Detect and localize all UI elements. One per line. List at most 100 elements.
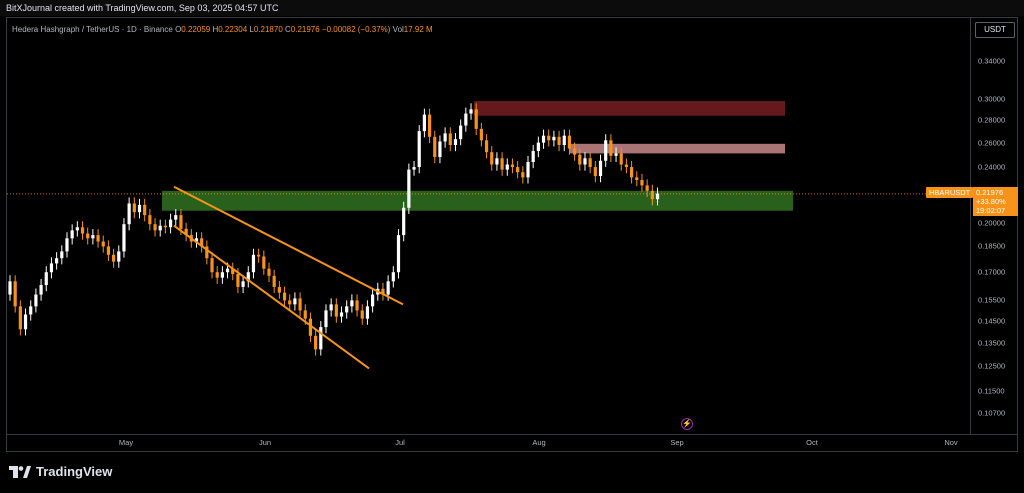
candle-body bbox=[427, 114, 432, 137]
candle-body bbox=[91, 235, 95, 239]
candle-body bbox=[106, 246, 111, 255]
candle-body bbox=[495, 158, 499, 165]
candle-body bbox=[391, 272, 395, 282]
candle-body bbox=[417, 131, 421, 168]
last-price-label: 0.21976 +33.80% 19:02:07 bbox=[973, 187, 1018, 216]
candle-body bbox=[469, 109, 473, 114]
candlestick-chart[interactable] bbox=[7, 18, 969, 434]
candle-body bbox=[350, 300, 354, 307]
candle-body bbox=[158, 225, 162, 231]
price-tick-label: 0.34000 bbox=[978, 56, 1006, 66]
candle-body bbox=[112, 254, 116, 262]
price-tick-label: 0.17000 bbox=[978, 267, 1006, 277]
last-price: 0.21976 bbox=[976, 188, 1004, 197]
candle-body bbox=[510, 164, 515, 168]
ohlc-close-label: C bbox=[285, 25, 291, 34]
candle-body bbox=[60, 251, 64, 259]
candle-body bbox=[547, 135, 551, 141]
price-tick-label: 0.30000 bbox=[978, 94, 1006, 104]
candle-body bbox=[148, 215, 152, 225]
candle-body bbox=[8, 281, 12, 295]
candle-body bbox=[34, 294, 38, 307]
candle-body bbox=[573, 148, 577, 155]
ohlc-open: 0.22059 bbox=[181, 25, 211, 34]
candle-body bbox=[236, 274, 240, 287]
footer bbox=[0, 455, 1024, 493]
candle-body bbox=[117, 251, 121, 262]
price-tick-label: 0.24000 bbox=[978, 162, 1006, 172]
price-tick-label: 0.15500 bbox=[978, 295, 1006, 305]
candle-body bbox=[55, 258, 59, 264]
candle-body bbox=[381, 288, 385, 295]
chart-header: BitXJournal created with TradingView.com… bbox=[0, 0, 1024, 16]
candle-body bbox=[464, 113, 468, 126]
currency-button[interactable]: USDT bbox=[975, 22, 1015, 38]
candle-body bbox=[635, 177, 639, 181]
candle-body bbox=[288, 300, 292, 305]
candle-body bbox=[552, 136, 556, 141]
candle-body bbox=[329, 304, 333, 311]
candle-body bbox=[386, 281, 390, 295]
price-tick-label: 0.11500 bbox=[978, 386, 1005, 396]
candle-body bbox=[282, 292, 287, 301]
candle-body bbox=[371, 294, 375, 307]
ohlc-low: 0.21870 bbox=[253, 25, 283, 34]
candle-body bbox=[49, 263, 54, 273]
time-tick-label: Nov bbox=[944, 438, 958, 447]
candle-body bbox=[39, 285, 43, 295]
candle-body bbox=[319, 327, 323, 350]
chart-credit: BitXJournal created with TradingView.com… bbox=[6, 3, 279, 13]
candle-body bbox=[225, 268, 230, 273]
candle-body bbox=[526, 162, 530, 178]
candle-body bbox=[443, 133, 447, 142]
candle-body bbox=[163, 225, 167, 228]
candle-body bbox=[324, 310, 328, 328]
candle-body bbox=[459, 125, 463, 140]
candle-body bbox=[122, 224, 126, 252]
candle-body bbox=[101, 241, 105, 247]
brand-name: TradingView bbox=[36, 464, 113, 479]
candle-body bbox=[588, 158, 592, 168]
time-tick-label: Jun bbox=[258, 438, 272, 447]
candle-body bbox=[598, 160, 603, 177]
candle-body bbox=[536, 142, 540, 151]
candle-body bbox=[314, 335, 318, 350]
candle-body bbox=[220, 272, 224, 278]
ohlc-high-label: H bbox=[212, 25, 219, 34]
candle-body bbox=[132, 203, 136, 213]
candle-body bbox=[500, 158, 504, 170]
tradingview-logo-icon bbox=[9, 465, 31, 478]
time-tick-label: Oct bbox=[806, 438, 818, 447]
price-tick-label: 0.20000 bbox=[978, 218, 1006, 228]
candle-body bbox=[609, 140, 613, 156]
price-tick-label: 0.28000 bbox=[978, 115, 1006, 125]
candle-body bbox=[339, 312, 344, 317]
lightning-icon[interactable]: ⚡ bbox=[681, 418, 693, 430]
candle-body bbox=[308, 318, 313, 336]
candle-body bbox=[246, 272, 250, 282]
channel-lower-line bbox=[173, 224, 370, 370]
ohlc-close: 0.21976 bbox=[290, 25, 320, 34]
candle-body bbox=[624, 164, 629, 168]
candle-body bbox=[448, 133, 452, 145]
price-tick-label: 0.12500 bbox=[978, 361, 1006, 371]
candle-body bbox=[179, 215, 183, 229]
candle-body bbox=[516, 167, 520, 173]
candle-body bbox=[303, 310, 307, 319]
candle-body bbox=[251, 254, 256, 273]
candle-body bbox=[412, 167, 416, 170]
candle-body bbox=[433, 136, 437, 158]
candle-body bbox=[272, 275, 276, 287]
candle-body bbox=[645, 185, 649, 191]
candle-body bbox=[562, 135, 566, 145]
candle-body bbox=[490, 152, 494, 165]
candle-body bbox=[619, 153, 623, 165]
candle-body bbox=[578, 154, 582, 165]
candle-body bbox=[75, 227, 79, 231]
candle-body bbox=[593, 167, 597, 177]
candle-body bbox=[334, 304, 338, 317]
candle-body bbox=[29, 306, 33, 315]
candle-body bbox=[345, 306, 349, 313]
candle-body bbox=[614, 153, 618, 156]
candle-body bbox=[396, 235, 401, 273]
